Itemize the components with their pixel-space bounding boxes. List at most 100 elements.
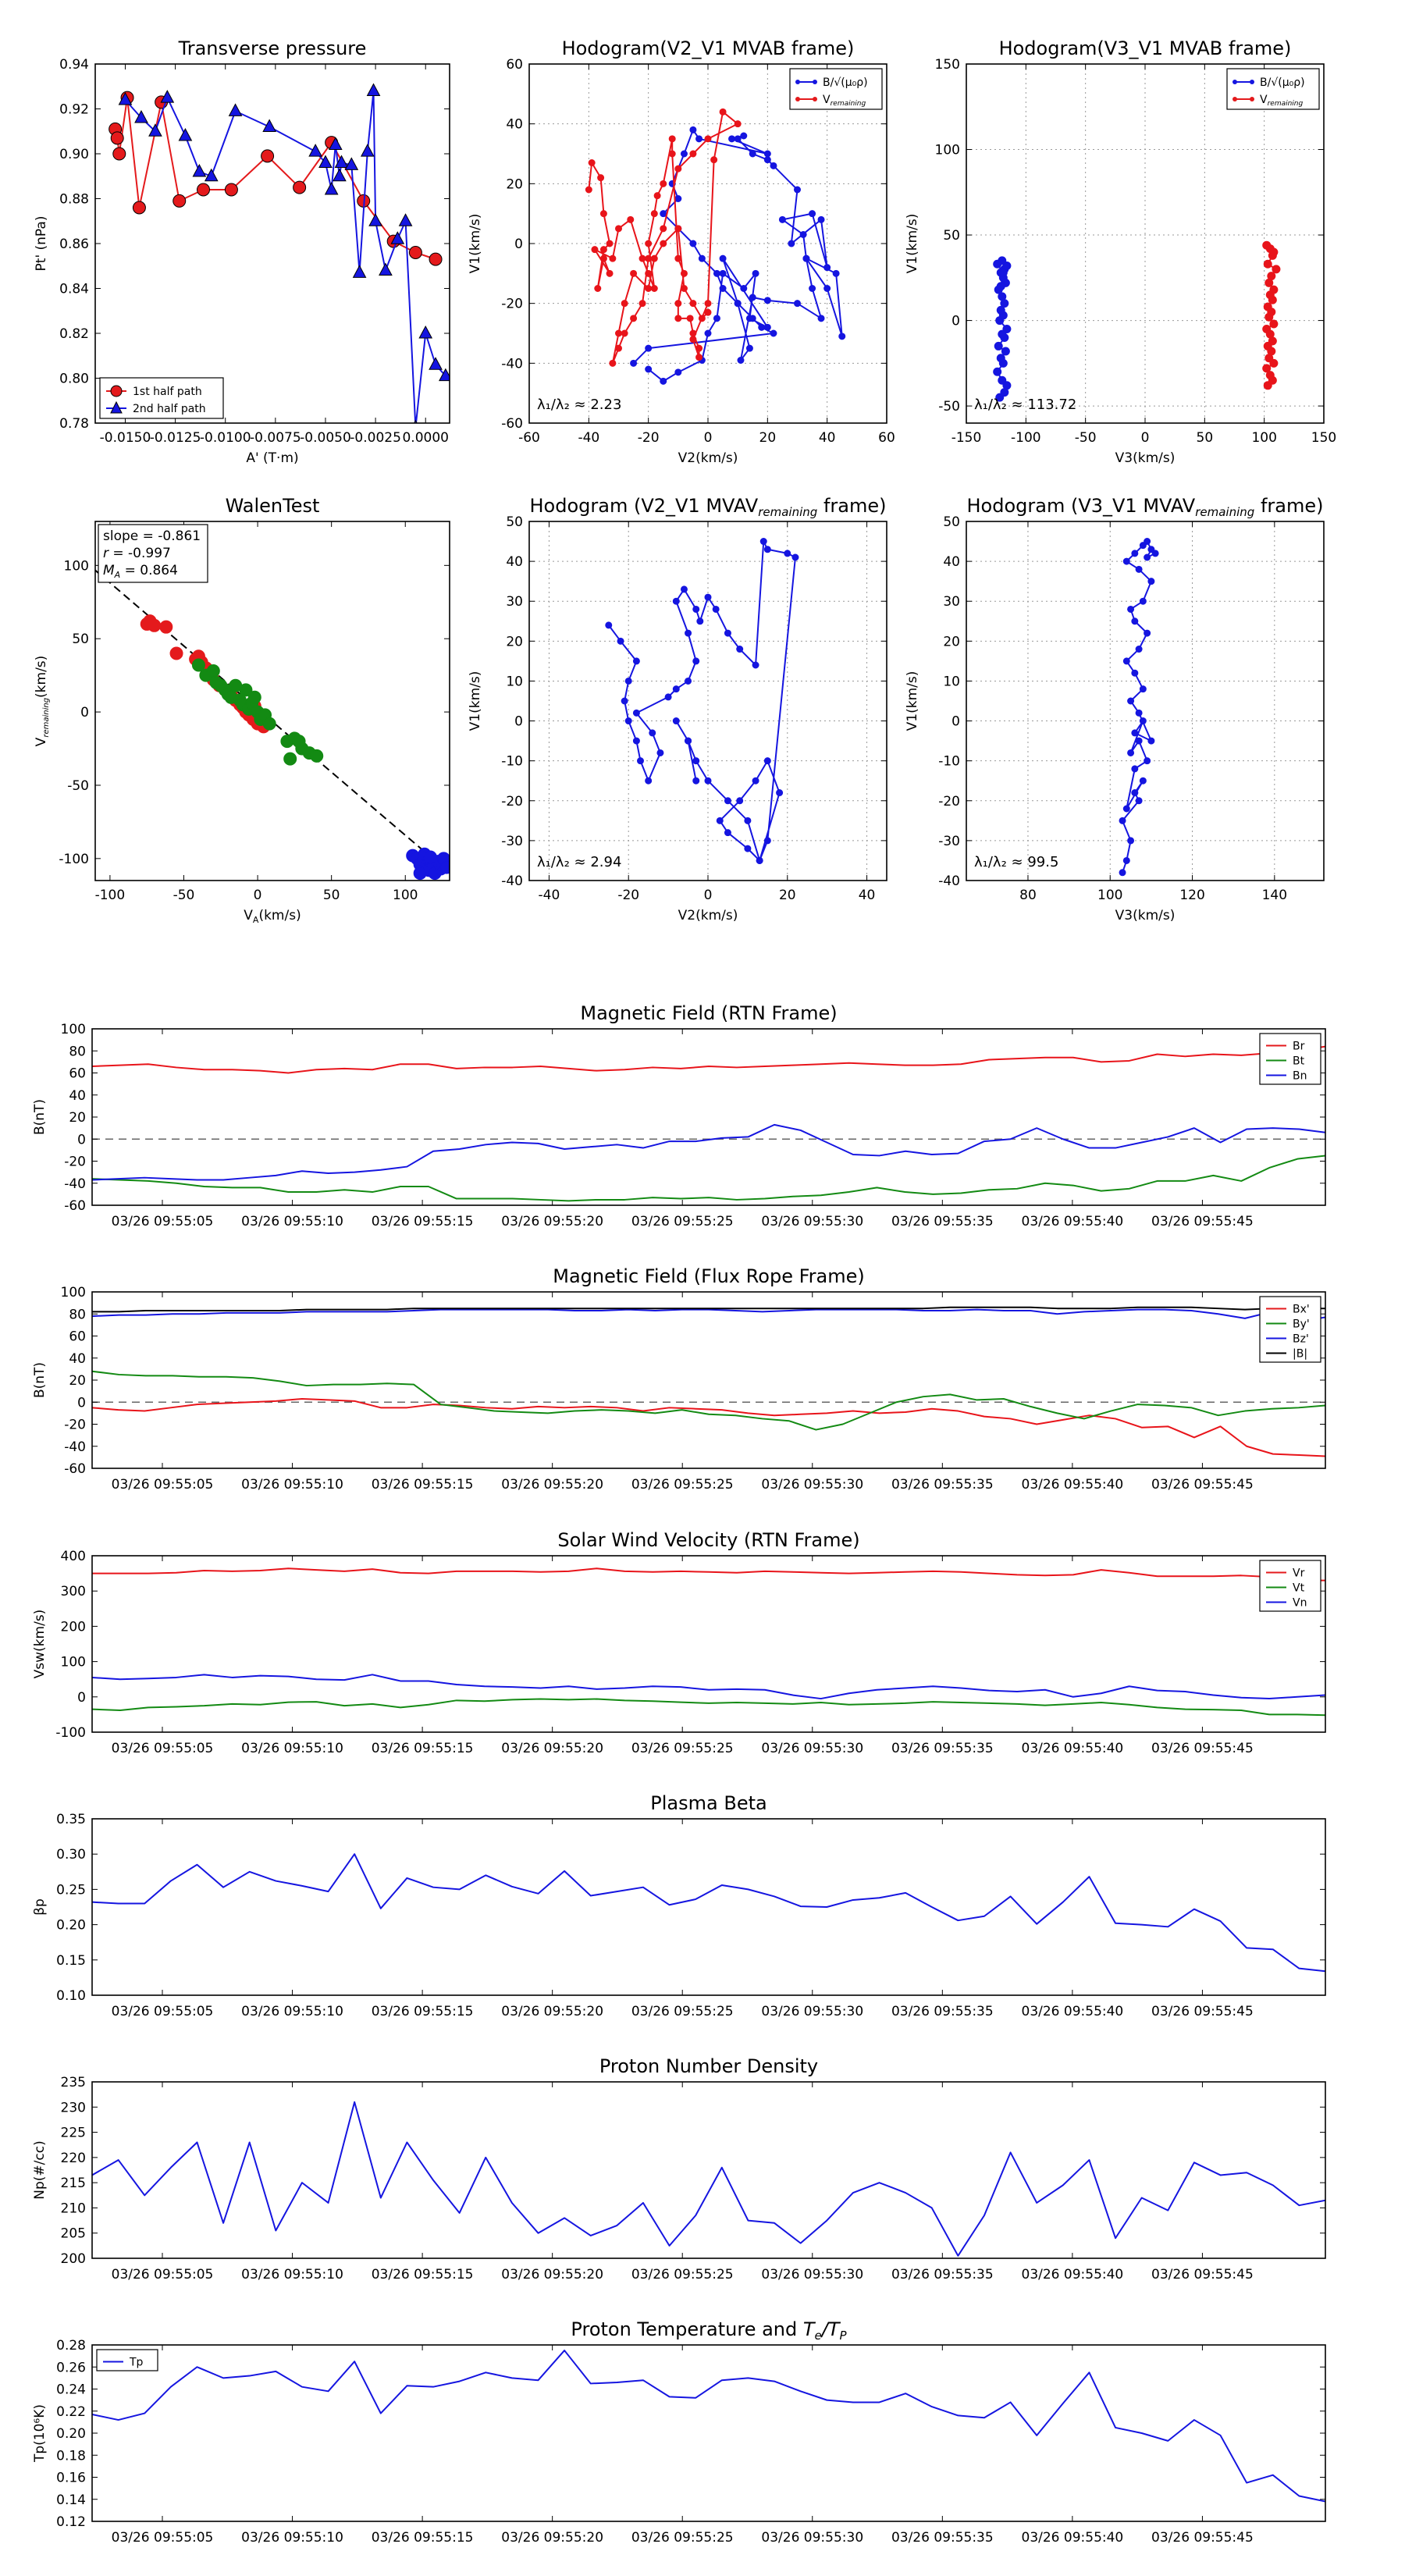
legend-label: Br [1293,1041,1305,1053]
data-point [1127,697,1135,705]
y-tick-label: 80 [69,1044,86,1059]
data-point [645,285,653,292]
y-tick-label: 0.94 [59,57,89,73]
x-tick-label: 150 [1311,430,1336,446]
x-tick-label: 0.0000 [402,430,448,446]
stats-line: MA = 0.864 [103,563,178,580]
data-point [599,210,607,218]
data-point [686,315,694,322]
data-point [293,180,307,194]
data-point [752,269,759,277]
data-point [650,285,658,292]
data-point [752,661,759,669]
data-point [1127,749,1135,756]
plot-area [993,240,1281,402]
data-point [591,246,599,254]
data-point [1139,597,1147,605]
stats-line: slope = -0.861 [103,528,201,544]
data-point [689,240,697,247]
data-point [118,91,133,105]
x-tick-label: 0 [254,888,262,903]
data-point [178,127,193,141]
data-point [740,132,748,140]
x-tick-label: -0.0150 [100,430,151,446]
data-point [368,213,382,226]
data-point [716,817,724,824]
data-point [672,717,680,725]
x-tick-label: 03/26 09:55:35 [891,1741,994,1756]
data-point [204,168,219,182]
data-point [1131,669,1139,677]
x-tick-label: 50 [1197,430,1214,446]
y-axis-label: B(nT) [32,1362,48,1398]
legend: Vr Vt Vn [1259,1560,1321,1612]
legend: Br Bt Bn [1259,1033,1321,1085]
title-part: frame) [817,495,886,517]
x-tick-label: -40 [578,430,599,446]
data-point [636,757,644,765]
legend: B/√(μ₀ρ) Vremaining [1226,68,1320,110]
label-part: (km/s) [34,656,49,698]
label-part: V [244,908,253,923]
data-point [719,108,727,116]
x-tick-label: 03/26 09:55:40 [1022,2530,1124,2546]
legend-marker [1232,80,1237,84]
x-tick-label: 20 [759,430,777,446]
x-tick-label: 03/26 09:55:10 [241,1477,343,1493]
chart-title: Hodogram (V2_V1 MVAVremaining frame) [530,495,887,519]
data-point [674,315,682,322]
chart-proton_density: Proton Number Density 200 205 210 215 220 225 2… [32,2055,1326,2282]
data-point [674,300,682,308]
data-point [224,183,238,197]
data-point [758,323,766,331]
data-point [159,620,173,634]
chart-title: Hodogram(V2_V1 MVAB frame) [562,37,855,59]
series-line-Bx' [92,1398,1325,1457]
data-point [832,269,840,277]
y-axis-label: βp [32,1898,48,1916]
chart-transverse_pressure: Transverse pressure 0.78 0.80 0.82 0.84 0.86 0… [34,37,450,466]
data-point [262,717,276,731]
x-tick-label: 03/26 09:55:15 [372,2004,474,2019]
label-subscript: A [253,915,259,925]
y-tick-label: -20 [64,1418,86,1433]
axes-frame [91,2344,1326,2522]
data-point [169,646,183,660]
data-point [638,300,646,308]
x-tick-label: -20 [638,430,660,446]
data-point [594,285,602,292]
data-point [656,749,664,756]
y-tick-label: 0.90 [59,147,89,162]
data-point [660,180,667,187]
legend: Tp [96,2349,158,2371]
data-point [1122,557,1130,565]
series-line-Np [92,2101,1325,2257]
title-subscript: P [840,2329,848,2343]
y-tick-label: 100 [64,558,89,574]
y-tick-label: 0.26 [56,2360,86,2375]
x-tick-label: 03/26 09:55:20 [501,1477,603,1493]
data-point [809,210,816,218]
y-tick-label: 215 [61,2176,86,2191]
data-point [704,300,712,308]
y-tick-label: 205 [61,2226,86,2242]
data-point [704,308,712,316]
data-point [770,329,777,337]
data-point [429,357,443,370]
y-tick-label: 20 [506,176,523,192]
legend-box [1259,1033,1321,1085]
data-point [704,135,712,143]
series-line-B [632,129,843,382]
y-tick-label: -40 [64,1439,86,1455]
data-point [1262,325,1272,334]
data-point [674,165,682,173]
data-point [1144,538,1151,546]
data-point [1122,657,1130,665]
label-part: r [103,546,109,561]
data-point [605,621,613,629]
y-tick-label: 10 [943,674,960,689]
y-tick-label: 0.18 [56,2448,86,2464]
y-tick-label: 0.86 [59,237,89,252]
y-tick-label: 200 [61,1619,86,1635]
data-point [744,817,752,824]
